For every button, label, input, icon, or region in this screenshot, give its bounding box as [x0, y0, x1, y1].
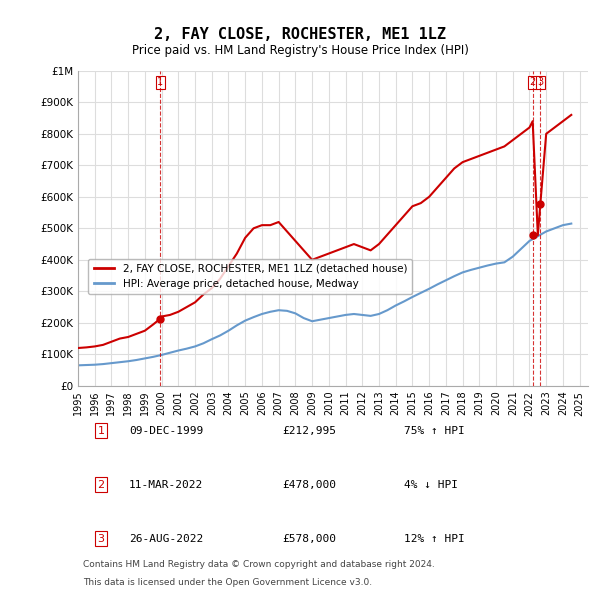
Text: 11-MAR-2022: 11-MAR-2022: [129, 480, 203, 490]
Text: 1: 1: [157, 77, 163, 87]
Text: 3: 3: [97, 533, 104, 543]
Text: 1: 1: [97, 425, 104, 435]
Text: £478,000: £478,000: [282, 480, 336, 490]
Legend: 2, FAY CLOSE, ROCHESTER, ME1 1LZ (detached house), HPI: Average price, detached : 2, FAY CLOSE, ROCHESTER, ME1 1LZ (detach…: [88, 259, 412, 294]
Text: 12% ↑ HPI: 12% ↑ HPI: [404, 533, 465, 543]
Text: 4% ↓ HPI: 4% ↓ HPI: [404, 480, 458, 490]
Text: £578,000: £578,000: [282, 533, 336, 543]
Text: 26-AUG-2022: 26-AUG-2022: [129, 533, 203, 543]
Text: 3: 3: [537, 77, 544, 87]
Text: 2: 2: [530, 77, 536, 87]
Text: Contains HM Land Registry data © Crown copyright and database right 2024.: Contains HM Land Registry data © Crown c…: [83, 560, 435, 569]
Text: 09-DEC-1999: 09-DEC-1999: [129, 425, 203, 435]
Text: 2, FAY CLOSE, ROCHESTER, ME1 1LZ: 2, FAY CLOSE, ROCHESTER, ME1 1LZ: [154, 27, 446, 41]
Text: This data is licensed under the Open Government Licence v3.0.: This data is licensed under the Open Gov…: [83, 578, 372, 587]
Text: £212,995: £212,995: [282, 425, 336, 435]
Text: 2: 2: [97, 480, 104, 490]
Text: 75% ↑ HPI: 75% ↑ HPI: [404, 425, 465, 435]
Text: Price paid vs. HM Land Registry's House Price Index (HPI): Price paid vs. HM Land Registry's House …: [131, 44, 469, 57]
